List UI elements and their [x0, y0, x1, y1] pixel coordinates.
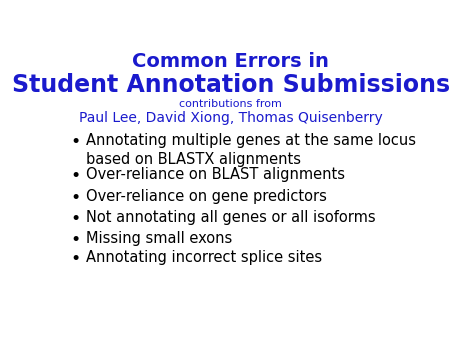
Text: Over-reliance on BLAST alignments: Over-reliance on BLAST alignments — [86, 167, 345, 182]
Text: Annotating incorrect splice sites: Annotating incorrect splice sites — [86, 250, 322, 265]
Text: •: • — [70, 167, 81, 185]
Text: Over-reliance on gene predictors: Over-reliance on gene predictors — [86, 189, 327, 204]
Text: Not annotating all genes or all isoforms: Not annotating all genes or all isoforms — [86, 210, 375, 225]
Text: Annotating multiple genes at the same locus
based on BLASTX alignments: Annotating multiple genes at the same lo… — [86, 133, 416, 167]
Text: Common Errors in: Common Errors in — [132, 52, 329, 71]
Text: contributions from: contributions from — [179, 99, 282, 109]
Text: •: • — [70, 250, 81, 268]
Text: Paul Lee, David Xiong, Thomas Quisenberry: Paul Lee, David Xiong, Thomas Quisenberr… — [79, 111, 382, 125]
Text: Missing small exons: Missing small exons — [86, 231, 232, 245]
Text: •: • — [70, 210, 81, 228]
Text: •: • — [70, 189, 81, 207]
Text: •: • — [70, 231, 81, 248]
Text: •: • — [70, 133, 81, 151]
Text: Student Annotation Submissions: Student Annotation Submissions — [12, 73, 450, 97]
